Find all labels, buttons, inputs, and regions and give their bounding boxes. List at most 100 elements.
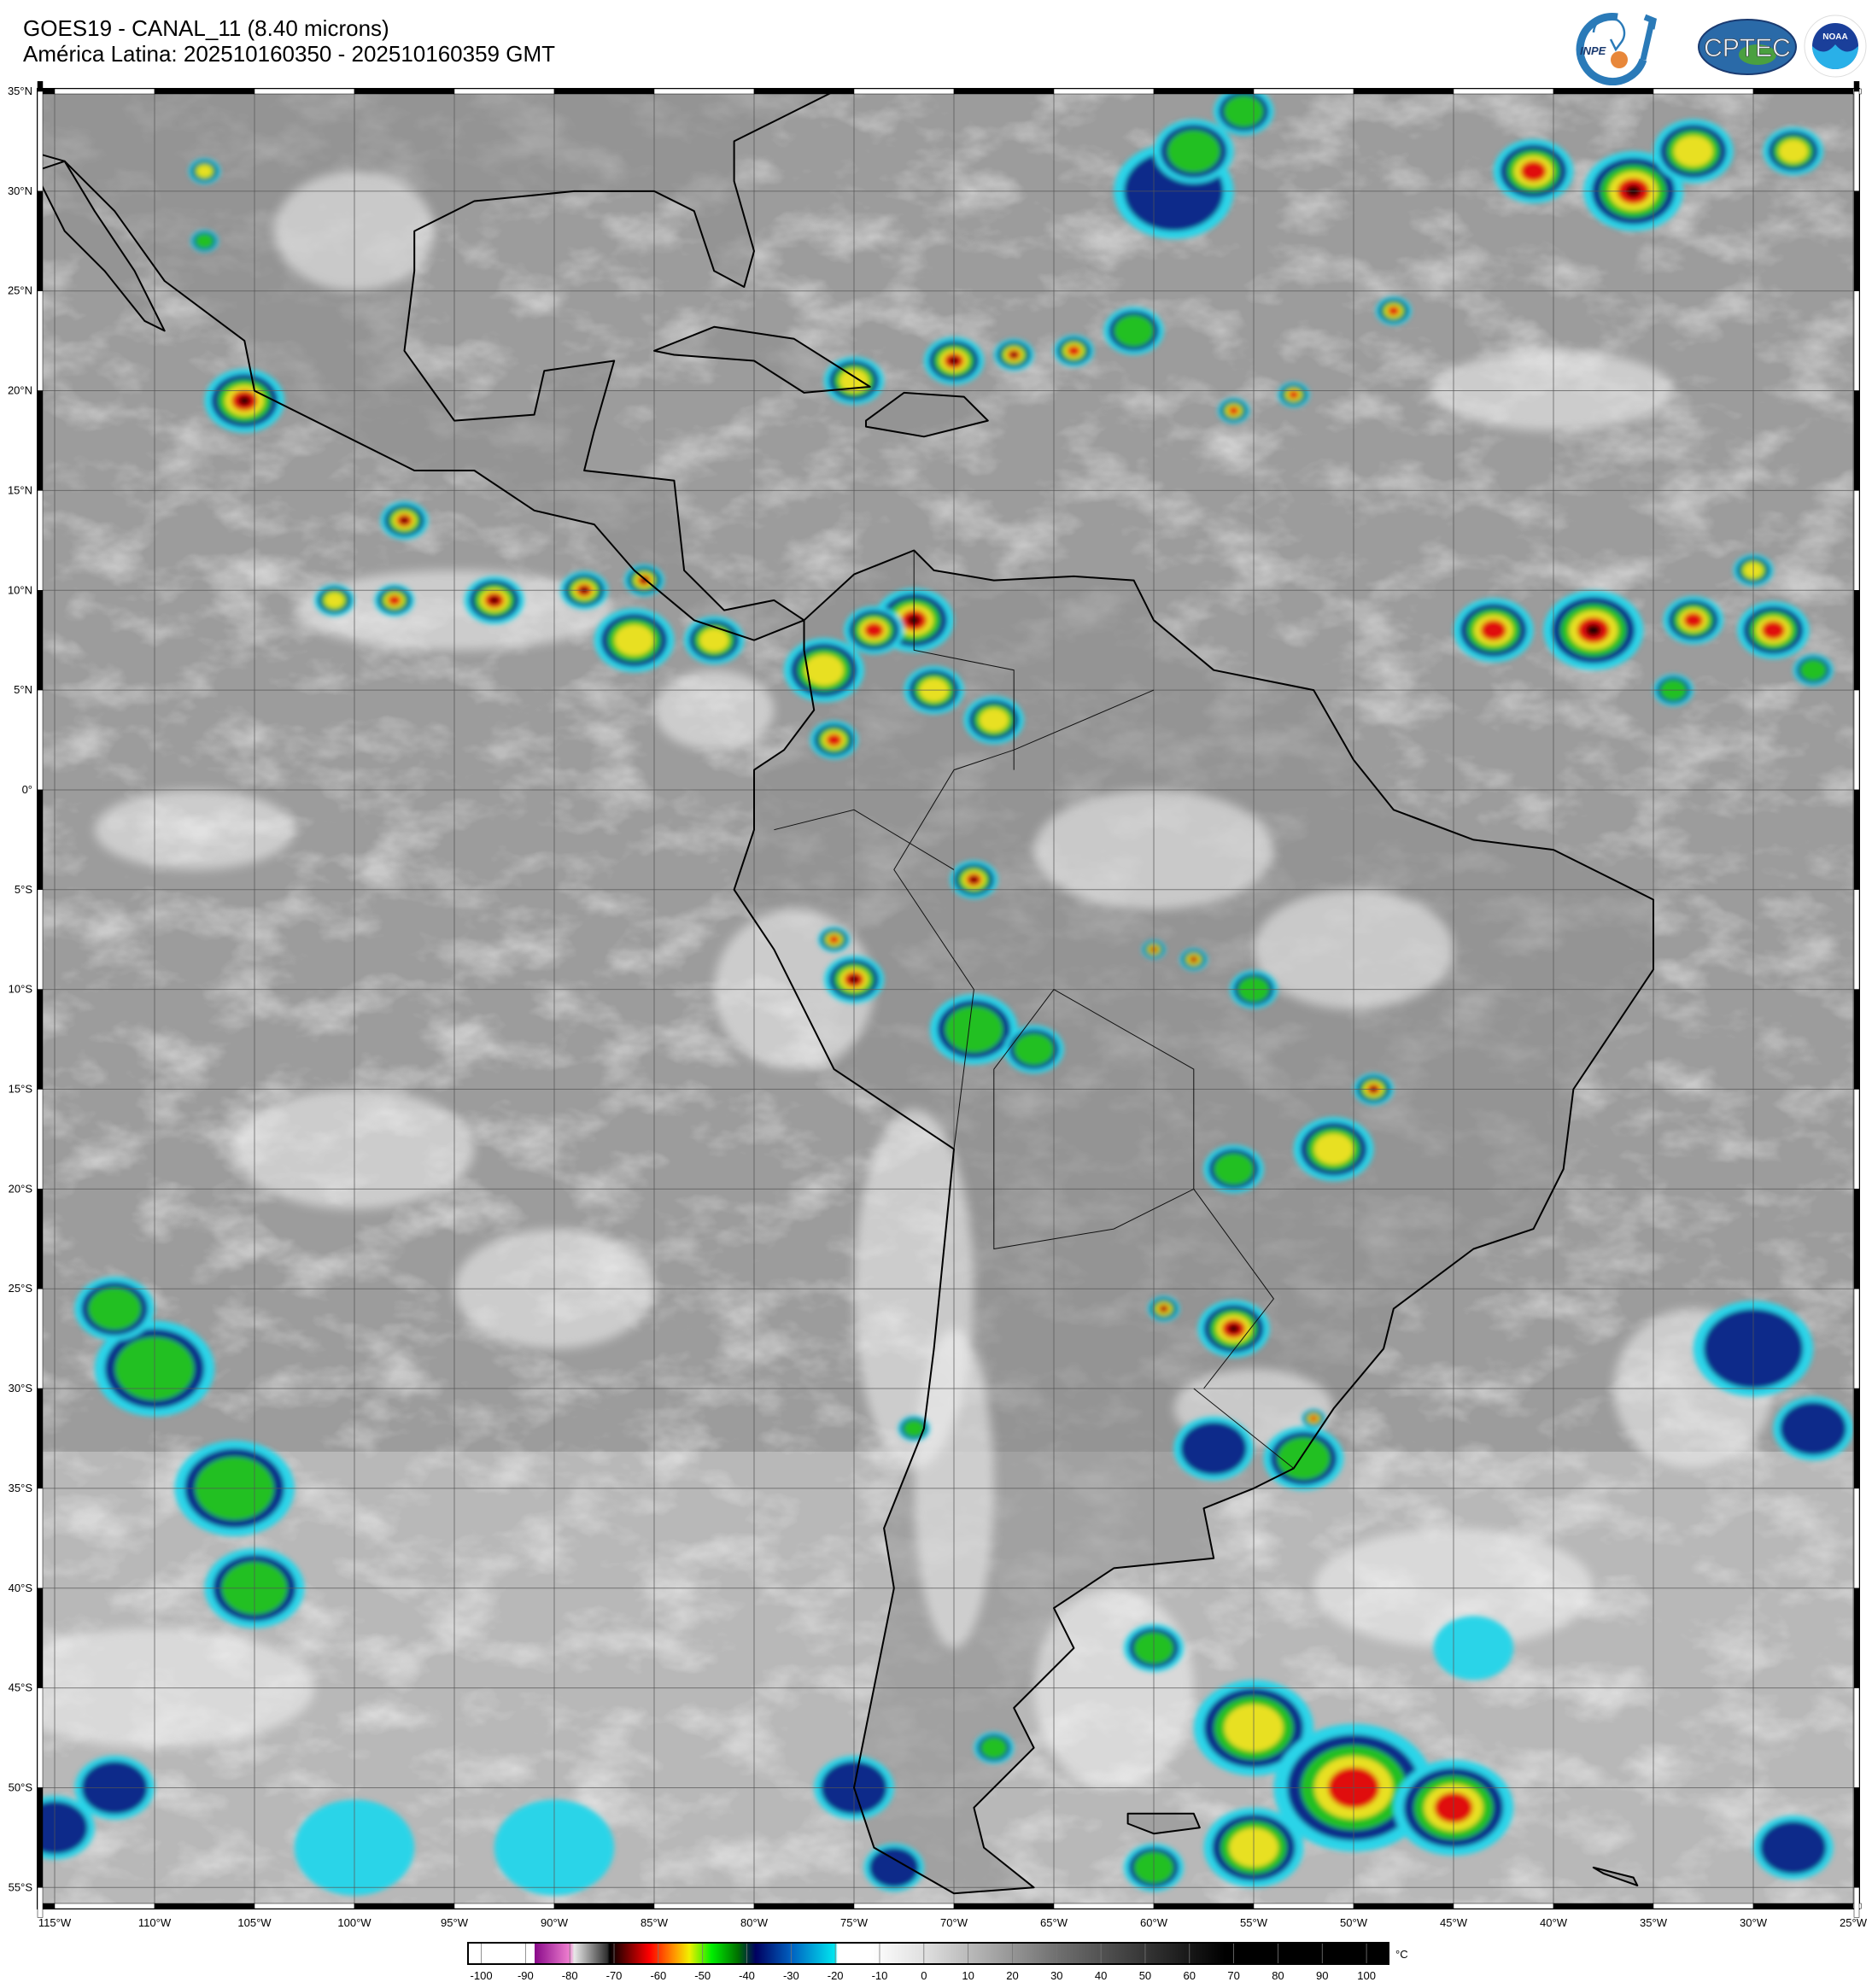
- longitude-label: 80°W: [740, 1916, 769, 1929]
- longitude-label: 100°W: [337, 1916, 371, 1929]
- frame-tick-right: [1853, 1089, 1860, 1190]
- frame-tick-bottom: [1353, 1903, 1454, 1909]
- storm-cell: [1054, 335, 1094, 367]
- hispaniola-coastline: [865, 391, 989, 438]
- storm-cell: [1763, 127, 1823, 176]
- storm-cell: [1203, 1144, 1264, 1194]
- storm-level: [1520, 161, 1547, 182]
- storm-level: [828, 935, 839, 944]
- latitude-label: 25°S: [9, 1282, 33, 1295]
- storm-level: [979, 708, 1009, 732]
- longitude-label: 60°W: [1140, 1916, 1168, 1929]
- frame-tick-bottom: [254, 1903, 355, 1909]
- storm-level: [826, 734, 842, 746]
- country-border: [893, 689, 1155, 1149]
- frame-tick-right: [1853, 590, 1860, 691]
- colorbar-tick-label: 90: [1316, 1969, 1328, 1982]
- colorbar-tick-label: -50: [694, 1969, 711, 1982]
- storm-level: [1010, 352, 1017, 358]
- south-georgia-coastline: [1592, 1866, 1639, 1886]
- frame-tick-top: [1653, 88, 1754, 95]
- storm-cell: [464, 576, 524, 625]
- title-line-2: América Latina: 202510160350 - 202510160…: [23, 41, 555, 67]
- storm-level: [1778, 139, 1808, 163]
- longitude-label: 30°W: [1740, 1916, 1768, 1929]
- frame-tick-top: [154, 88, 255, 95]
- storm-cell: [74, 1277, 155, 1342]
- baja-california-land: [38, 161, 165, 331]
- latitude-label: 20°N: [8, 384, 32, 397]
- storm-level: [1388, 306, 1400, 316]
- latitude-label: 30°N: [8, 184, 32, 197]
- latitude-label: 5°S: [15, 883, 32, 896]
- frame-tick-bottom: [753, 1903, 855, 1909]
- temperature-colorbar: -100 -90 -80 -70 -60 -50 -40 -30 -20 -10 0 10 20 30 40…: [467, 1942, 1408, 1982]
- frame-tick-left: [37, 390, 44, 491]
- frame-tick-right: [1853, 190, 1860, 291]
- longitude-label: 45°W: [1440, 1916, 1468, 1929]
- country-border: [1193, 1388, 1295, 1469]
- latitude-label: 0°: [22, 783, 32, 796]
- frame-tick-bottom: [354, 1903, 455, 1909]
- frame-tick-top: [953, 88, 1055, 95]
- frame-tick-bottom: [1053, 1903, 1155, 1909]
- cuba-land: [654, 326, 870, 393]
- storm-cell: [1173, 1416, 1254, 1481]
- latitude-label: 5°N: [14, 683, 32, 696]
- frame-tick-left: [37, 1189, 44, 1289]
- frame-tick-right: [1853, 1787, 1860, 1888]
- storm-cell: [963, 696, 1024, 745]
- colorbar-tick-label: -20: [828, 1969, 844, 1982]
- storm-level: [1228, 406, 1239, 415]
- colorbar-tick-label: 100: [1357, 1969, 1376, 1982]
- storm-level: [1191, 957, 1196, 962]
- storm-cell: [314, 584, 354, 617]
- latitude-label: 55°S: [9, 1880, 33, 1893]
- latitude-labels: 35°N 30°N 25°N 20°N 15°N 10°N 5°N 0° 5°S 10°S 15°S…: [8, 85, 32, 1893]
- storm-cell: [974, 1731, 1015, 1764]
- longitude-label: 95°W: [441, 1916, 469, 1929]
- country-border: [774, 809, 955, 870]
- storm-level: [1214, 1153, 1254, 1185]
- title-line-1: GOES19 - CANAL_11 (8.40 microns): [23, 15, 389, 41]
- storm-cell: [1103, 307, 1164, 355]
- storm-cell: [1147, 1295, 1180, 1322]
- country-border: [993, 989, 1195, 1250]
- lat-lon-grid: [38, 89, 1859, 1909]
- storm-level: [1586, 623, 1601, 637]
- frame-ticks: [37, 81, 1862, 1918]
- frame-tick-right: [1853, 290, 1860, 391]
- frame-tick-top: [1752, 88, 1854, 95]
- coastlines: [38, 89, 1654, 1895]
- colorbar-tick-label: 50: [1139, 1969, 1151, 1982]
- storm-cell: [1543, 590, 1644, 670]
- convective-storms: [38, 89, 1853, 1896]
- colorbar-tick-label: -100: [471, 1969, 493, 1982]
- frame-tick-top: [354, 88, 455, 95]
- baja-california-coastline: [38, 160, 166, 332]
- frame-tick-left: [37, 689, 44, 791]
- storm-level: [945, 1006, 1003, 1053]
- storm-level: [864, 623, 884, 638]
- frame-tick-bottom: [1253, 1903, 1354, 1909]
- storm-level: [1014, 1033, 1054, 1066]
- storm-level: [1313, 1133, 1354, 1165]
- storm-cell: [1493, 139, 1574, 203]
- latitude-label: 15°N: [8, 483, 32, 496]
- latitude-label: 10°N: [8, 583, 32, 596]
- falkland-islands-land: [1127, 1813, 1200, 1834]
- storm-level: [1277, 1437, 1331, 1480]
- country-border: [913, 550, 1015, 770]
- colorbar-tick-label: 10: [962, 1969, 974, 1982]
- frame-tick-bottom: [1752, 1903, 1854, 1909]
- frame-tick-top: [1053, 88, 1155, 95]
- longitude-label: 55°W: [1240, 1916, 1268, 1929]
- frame-tick-right: [1853, 1587, 1860, 1688]
- inpe-logo-text: INPE: [1580, 44, 1606, 57]
- storm-level: [38, 1801, 88, 1855]
- storm-level: [614, 624, 654, 657]
- storm-cell: [1653, 119, 1734, 184]
- country-border: [1193, 1189, 1275, 1389]
- storm-cell: [1302, 1408, 1326, 1429]
